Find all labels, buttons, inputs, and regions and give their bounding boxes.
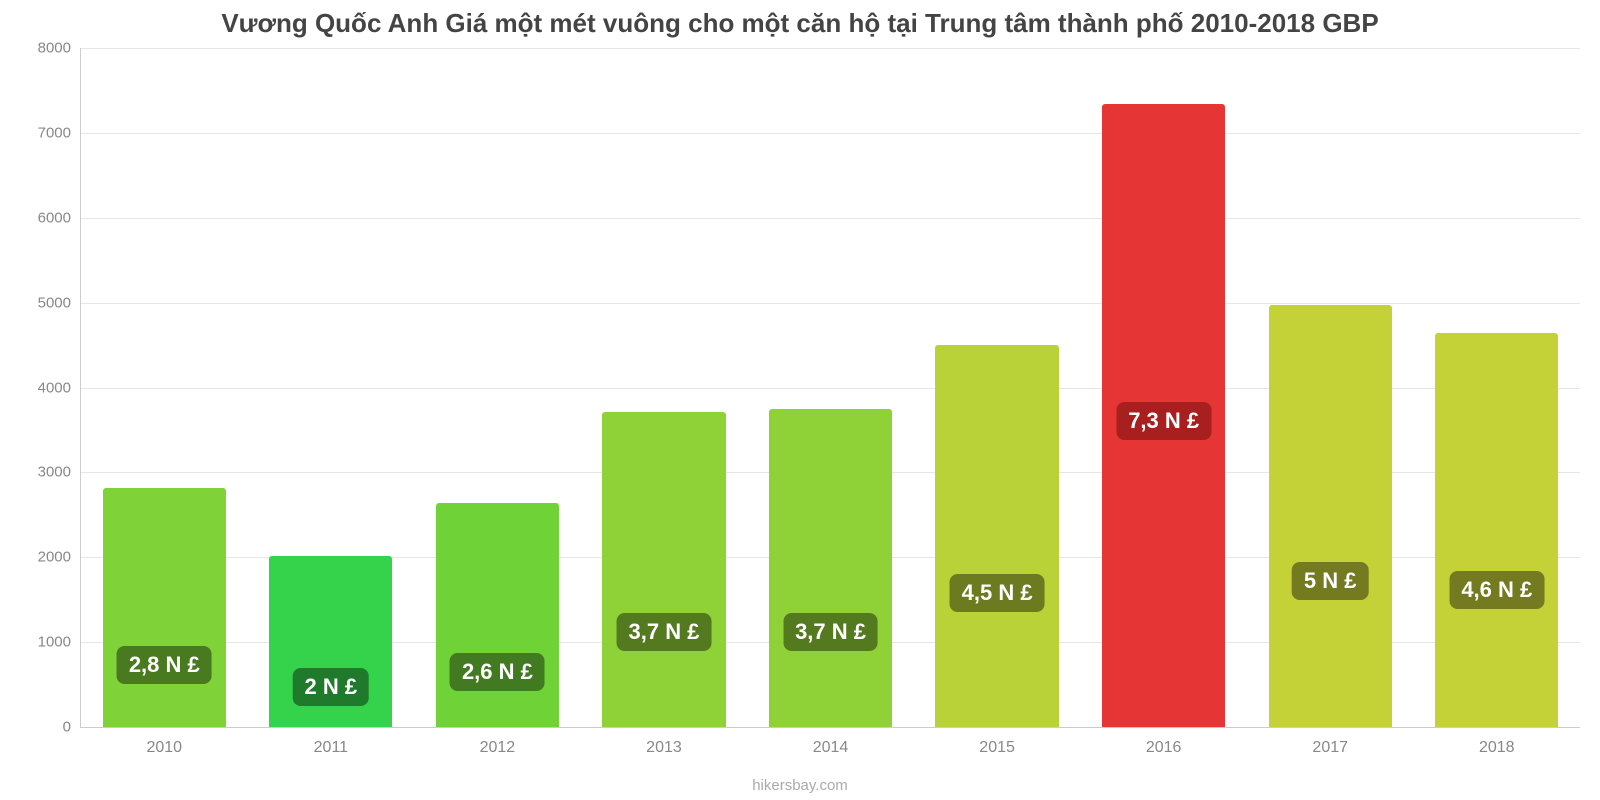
x-axis-tick-label: 2016 (1146, 739, 1182, 757)
bars-container: 2,8 N £20102 N £20112,6 N £20123,7 N £20… (81, 48, 1580, 727)
bar: 2 N £ (269, 556, 392, 727)
y-axis-tick-label: 4000 (38, 379, 71, 396)
x-axis-tick-label: 2015 (979, 739, 1015, 757)
bar: 2,8 N £ (103, 488, 226, 727)
y-axis-tick-label: 0 (63, 719, 71, 736)
plot-area: 010002000300040005000600070008000 2,8 N … (80, 48, 1580, 728)
attribution-text: hikersbay.com (752, 777, 848, 794)
x-axis-tick-label: 2011 (314, 739, 348, 757)
bar-slot: 4,5 N £2015 (914, 48, 1081, 727)
bar-slot: 2,6 N £2012 (414, 48, 581, 727)
chart-area: 010002000300040005000600070008000 2,8 N … (80, 48, 1580, 728)
x-axis-tick-label: 2012 (480, 739, 516, 757)
bar: 5 N £ (1269, 305, 1392, 727)
y-axis-tick-label: 5000 (38, 294, 71, 311)
bar-slot: 3,7 N £2014 (747, 48, 914, 727)
bar-value-label: 3,7 N £ (617, 613, 712, 651)
x-axis-tick-label: 2018 (1479, 739, 1515, 757)
bar-slot: 2 N £2011 (248, 48, 415, 727)
y-axis-tick-label: 7000 (38, 124, 71, 141)
bar-slot: 7,3 N £2016 (1080, 48, 1247, 727)
bar-value-label: 5 N £ (1292, 562, 1369, 600)
bar-slot: 4,6 N £2018 (1414, 48, 1581, 727)
bar: 4,6 N £ (1435, 333, 1558, 727)
bar-value-label: 3,7 N £ (783, 613, 878, 651)
y-axis-tick-label: 6000 (38, 209, 71, 226)
bar-slot: 3,7 N £2013 (581, 48, 748, 727)
bar-value-label: 2 N £ (293, 668, 370, 706)
y-axis-tick-label: 1000 (38, 634, 71, 651)
bar: 4,5 N £ (935, 345, 1058, 727)
x-axis-tick-label: 2017 (1312, 739, 1348, 757)
bar: 2,6 N £ (436, 503, 559, 727)
x-axis-tick-label: 2014 (813, 739, 849, 757)
x-axis-tick-label: 2013 (646, 739, 682, 757)
bar: 3,7 N £ (602, 412, 725, 727)
bar: 7,3 N £ (1102, 104, 1225, 727)
chart-title: Vương Quốc Anh Giá một mét vuông cho một… (0, 0, 1600, 39)
y-axis-tick-label: 2000 (38, 549, 71, 566)
bar-value-label: 2,6 N £ (450, 653, 545, 691)
y-axis-tick-label: 3000 (38, 464, 71, 481)
y-axis-tick-label: 8000 (38, 40, 71, 57)
bar: 3,7 N £ (769, 409, 892, 727)
bar-value-label: 4,5 N £ (950, 574, 1045, 612)
bar-value-label: 2,8 N £ (117, 646, 212, 684)
bar-value-label: 4,6 N £ (1449, 571, 1544, 609)
x-axis-tick-label: 2010 (146, 739, 182, 757)
bar-slot: 5 N £2017 (1247, 48, 1414, 727)
bar-value-label: 7,3 N £ (1116, 402, 1211, 440)
bar-slot: 2,8 N £2010 (81, 48, 248, 727)
